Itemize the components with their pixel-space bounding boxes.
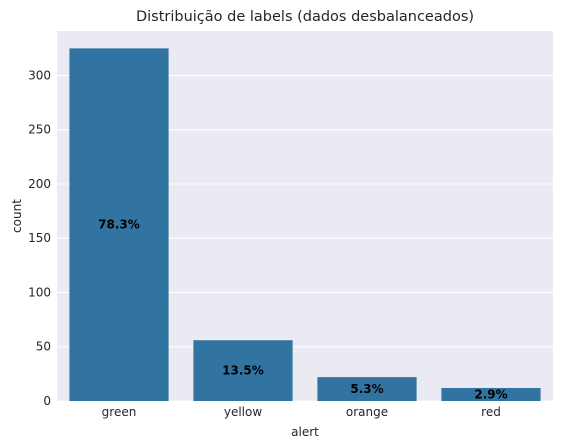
x-tick-label-red: red bbox=[481, 405, 501, 419]
bars bbox=[69, 48, 541, 401]
x-axis-label: alert bbox=[291, 425, 319, 439]
x-tick-label-green: green bbox=[102, 405, 137, 419]
bar-yellow bbox=[193, 340, 293, 401]
x-tick-label-yellow: yellow bbox=[224, 405, 262, 419]
y-tick-label: 250 bbox=[28, 123, 51, 137]
x-axis-ticks: green yellow orange red bbox=[102, 405, 501, 419]
y-tick-label: 300 bbox=[28, 68, 51, 82]
bar-green bbox=[69, 48, 169, 401]
y-tick-label: 50 bbox=[36, 340, 51, 354]
data-label-orange: 5.3% bbox=[350, 382, 383, 396]
bar-red bbox=[441, 387, 541, 401]
y-tick-label: 150 bbox=[28, 231, 51, 245]
bar-orange bbox=[317, 377, 417, 401]
y-tick-label: 200 bbox=[28, 177, 51, 191]
data-label-green: 78.3% bbox=[98, 218, 140, 232]
x-tick-label-orange: orange bbox=[346, 405, 388, 419]
y-axis-label: count bbox=[10, 199, 24, 233]
data-label-red: 2.9% bbox=[474, 387, 507, 401]
y-axis-ticks: 0 50 100 150 200 250 300 bbox=[28, 68, 51, 408]
y-tick-label: 100 bbox=[28, 285, 51, 299]
chart-title: Distribuição de labels (dados desbalance… bbox=[136, 9, 474, 25]
data-labels: 78.3% 13.5% 5.3% 2.9% bbox=[98, 218, 507, 402]
data-label-yellow: 13.5% bbox=[222, 364, 264, 378]
y-tick-label: 0 bbox=[43, 394, 51, 408]
